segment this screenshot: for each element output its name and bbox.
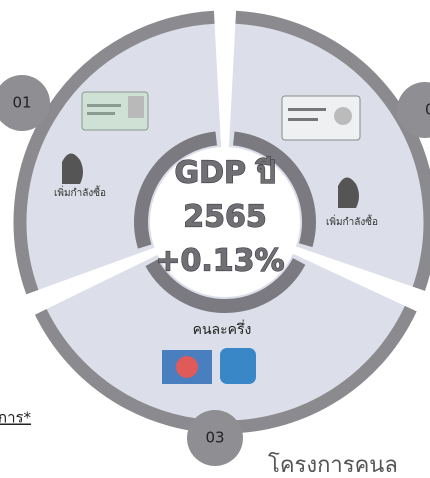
footer-text: การ* [0,409,32,427]
badge [187,410,243,466]
badge [397,82,430,138]
inner-arc [134,131,218,249]
center-text: +0.13% [155,244,284,279]
center [151,148,299,296]
badge-label: 01 [12,94,31,112]
outer-arc [13,10,215,295]
badge-label: 02 [425,101,430,119]
segment [45,253,407,422]
footer-text: โครงการคนล [268,452,398,478]
id-card-icon [81,91,149,131]
badge [0,75,50,131]
inner-arc [232,131,316,248]
inner-arc [145,258,306,313]
segment-label: คนละครึ่ง [193,320,252,338]
segment [25,22,222,291]
segment [228,22,426,288]
center-text: 2565 [183,200,267,235]
hand-icon [62,153,359,208]
badge-label: 03 [205,429,224,447]
id-card-icon [281,95,361,141]
segment-label: เพิ่มกำลังซื้อ [326,214,378,228]
center-text: GDP ปี [174,156,275,191]
segment-label: เพิ่มกำลังซื้อ [54,185,106,199]
ring-shapes [0,10,430,466]
app-icon [162,348,256,384]
